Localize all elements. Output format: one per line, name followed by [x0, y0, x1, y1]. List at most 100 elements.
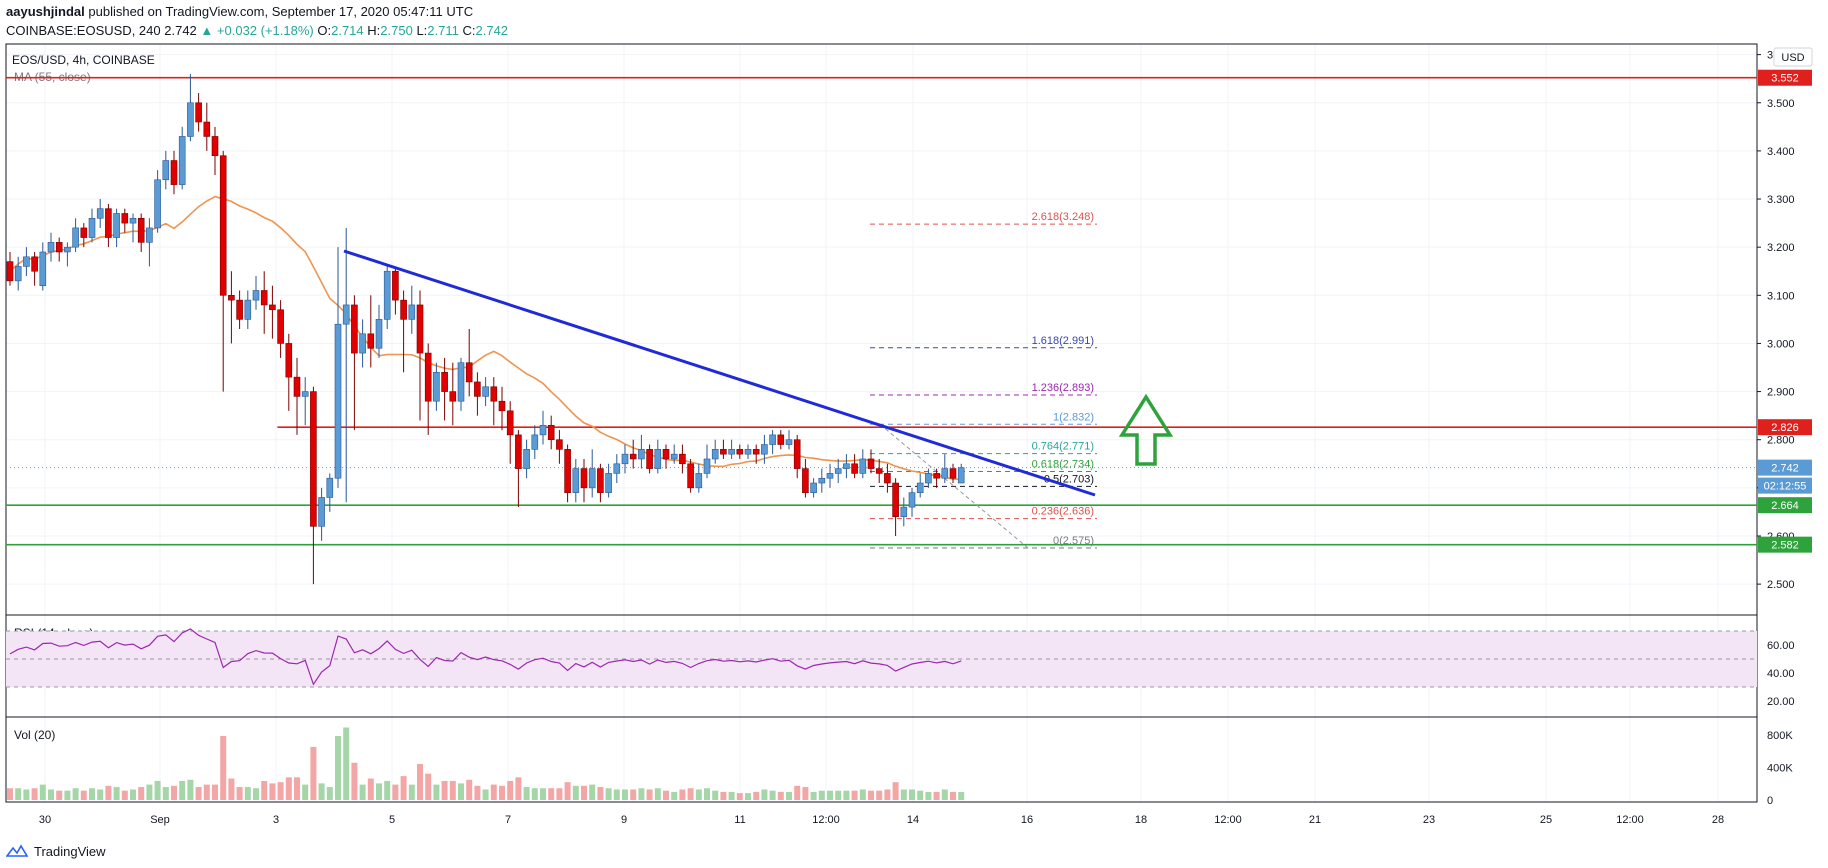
candle [129, 213, 137, 243]
descending-trendline [343, 249, 1096, 497]
candle [137, 213, 145, 252]
candle [703, 444, 711, 479]
fib-level-label: 0.236(2.636) [1032, 506, 1094, 518]
candle-body [670, 453, 678, 460]
candle-body [531, 434, 539, 450]
price-tag-bg [1758, 419, 1812, 436]
candle-body [31, 256, 38, 272]
volume-bar [884, 789, 891, 800]
candle-body [843, 463, 850, 469]
candle-body [129, 217, 137, 224]
volume-bar [613, 789, 620, 800]
volume-bar [449, 780, 456, 800]
price-tag: 02:12:55 [1758, 477, 1812, 494]
candle-body [178, 136, 186, 185]
main-pane-label[interactable]: EOS/USD, 4h, COINBASE [12, 53, 155, 67]
candle-body [383, 270, 391, 320]
candle [957, 463, 965, 484]
candle-body [318, 497, 325, 527]
price-tick-label: 3.000 [1767, 338, 1795, 350]
high-value: 2.750 [380, 23, 413, 38]
candle [146, 218, 153, 267]
fib-level-label: 1(2.832) [1053, 411, 1094, 423]
candle [375, 304, 383, 358]
candle [785, 430, 793, 450]
candle-body [605, 473, 612, 493]
candle-body [523, 449, 530, 469]
volume-bar [105, 785, 112, 800]
volume-bar [909, 789, 915, 800]
candle-body [769, 434, 776, 445]
fib-level-label: 0.618(2.734) [1032, 458, 1094, 470]
candle [400, 290, 407, 373]
volume-bar [187, 779, 194, 800]
volume-bar [220, 736, 227, 800]
fib-level-label: 1.236(2.893) [1032, 382, 1094, 394]
candle [572, 458, 580, 503]
volume-bar [745, 793, 751, 800]
volume-bar [146, 784, 153, 800]
candle [597, 463, 604, 503]
candle-body [925, 473, 932, 484]
candle-body [236, 299, 243, 320]
candle-body [654, 449, 662, 469]
candle [14, 256, 22, 291]
last-price: 2.742 [164, 23, 197, 38]
volume-bar [876, 790, 883, 800]
candle-body [933, 473, 940, 479]
time-tick-label: 3 [273, 814, 279, 826]
candle-body [613, 463, 621, 474]
candle [162, 150, 170, 190]
candle-body [736, 449, 744, 455]
volume-bar [285, 777, 292, 800]
candle [457, 357, 465, 411]
candle-body [457, 362, 465, 402]
candle [31, 251, 38, 286]
volume-bar [859, 789, 866, 800]
volume-bar [835, 790, 842, 800]
candle-body [761, 444, 768, 455]
price-tag-bg [1758, 69, 1812, 86]
candle-body [277, 309, 284, 344]
candle [260, 271, 268, 334]
volume-bar [720, 791, 727, 800]
volume-bar [507, 780, 514, 800]
candle [826, 463, 834, 488]
price-tick-label: 2.500 [1767, 579, 1795, 591]
candle-body [23, 256, 30, 267]
candle-body [941, 468, 949, 479]
candle [178, 126, 186, 190]
candle-body [867, 458, 875, 469]
low-value: 2.711 [427, 23, 459, 38]
volume-bar [950, 791, 956, 800]
candle-body [285, 343, 293, 378]
candle-body [64, 246, 71, 253]
candle [433, 362, 440, 411]
volume-bar [769, 790, 776, 800]
candle-body [875, 468, 883, 474]
currency-badge[interactable]: USD [1773, 47, 1813, 67]
candle-body [72, 227, 79, 248]
time-tick-label: 12:00 [1214, 814, 1242, 826]
candle-body [105, 208, 112, 238]
candle-body [539, 424, 547, 436]
vol-pane-label[interactable]: Vol (20) [14, 728, 55, 742]
volume-bar [384, 780, 391, 800]
candle-body [441, 372, 448, 392]
candle-body [228, 295, 235, 301]
volume-bar [121, 790, 128, 800]
time-tick-label: 23 [1423, 814, 1435, 826]
author-name[interactable]: aayushjindal [6, 4, 85, 19]
close-label: C: [462, 23, 476, 38]
horizontal-lines [6, 76, 1757, 546]
volume-bar [261, 780, 268, 800]
candle-body [14, 266, 22, 282]
volume-bar [15, 788, 22, 800]
brand-label[interactable]: TradingView [34, 843, 106, 859]
candle [818, 468, 826, 493]
candle [170, 150, 178, 195]
rsi-tick-label: 40.00 [1767, 668, 1795, 680]
volume-bar [367, 778, 374, 800]
volume-bar [7, 788, 13, 800]
